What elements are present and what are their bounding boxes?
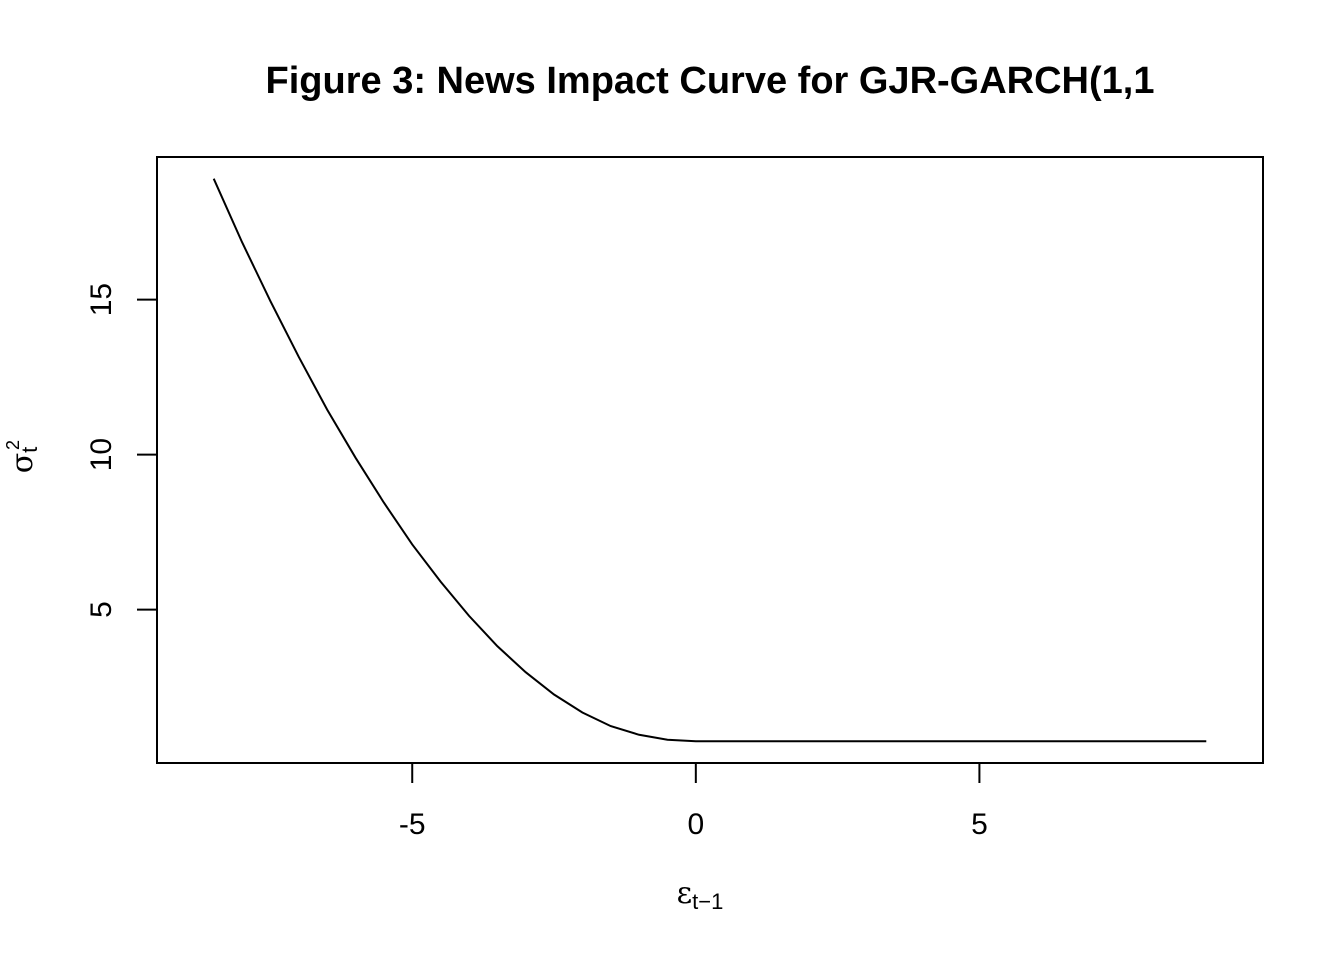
svg-text:σt: σt bbox=[5, 447, 42, 474]
x-tick-label: -5 bbox=[399, 808, 426, 841]
x-tick-label: 0 bbox=[687, 808, 704, 841]
plot-frame bbox=[156, 156, 1264, 764]
series-line bbox=[212, 178, 1207, 743]
y-tick-label: 10 bbox=[85, 438, 118, 471]
y-axis-label-symbol: σ bbox=[5, 453, 40, 473]
y-axis-label-superscript: 2 bbox=[3, 440, 23, 450]
x-axis: -5 0 5 bbox=[399, 763, 988, 841]
x-tick-label: 5 bbox=[971, 808, 988, 841]
x-axis-label-subscript: t−1 bbox=[692, 889, 723, 914]
chart-title: Figure 3: News Impact Curve for GJR-GARC… bbox=[266, 60, 1155, 102]
x-axis-label-symbol: ε bbox=[677, 876, 693, 911]
y-axis-label-subscript: t bbox=[17, 447, 42, 453]
x-axis-label: εt−1 bbox=[677, 876, 724, 914]
y-tick-label: 15 bbox=[85, 283, 118, 316]
y-axis: 5 10 15 bbox=[85, 283, 157, 618]
y-axis-label: σt 2 bbox=[3, 440, 42, 473]
y-tick-label: 5 bbox=[85, 601, 118, 618]
